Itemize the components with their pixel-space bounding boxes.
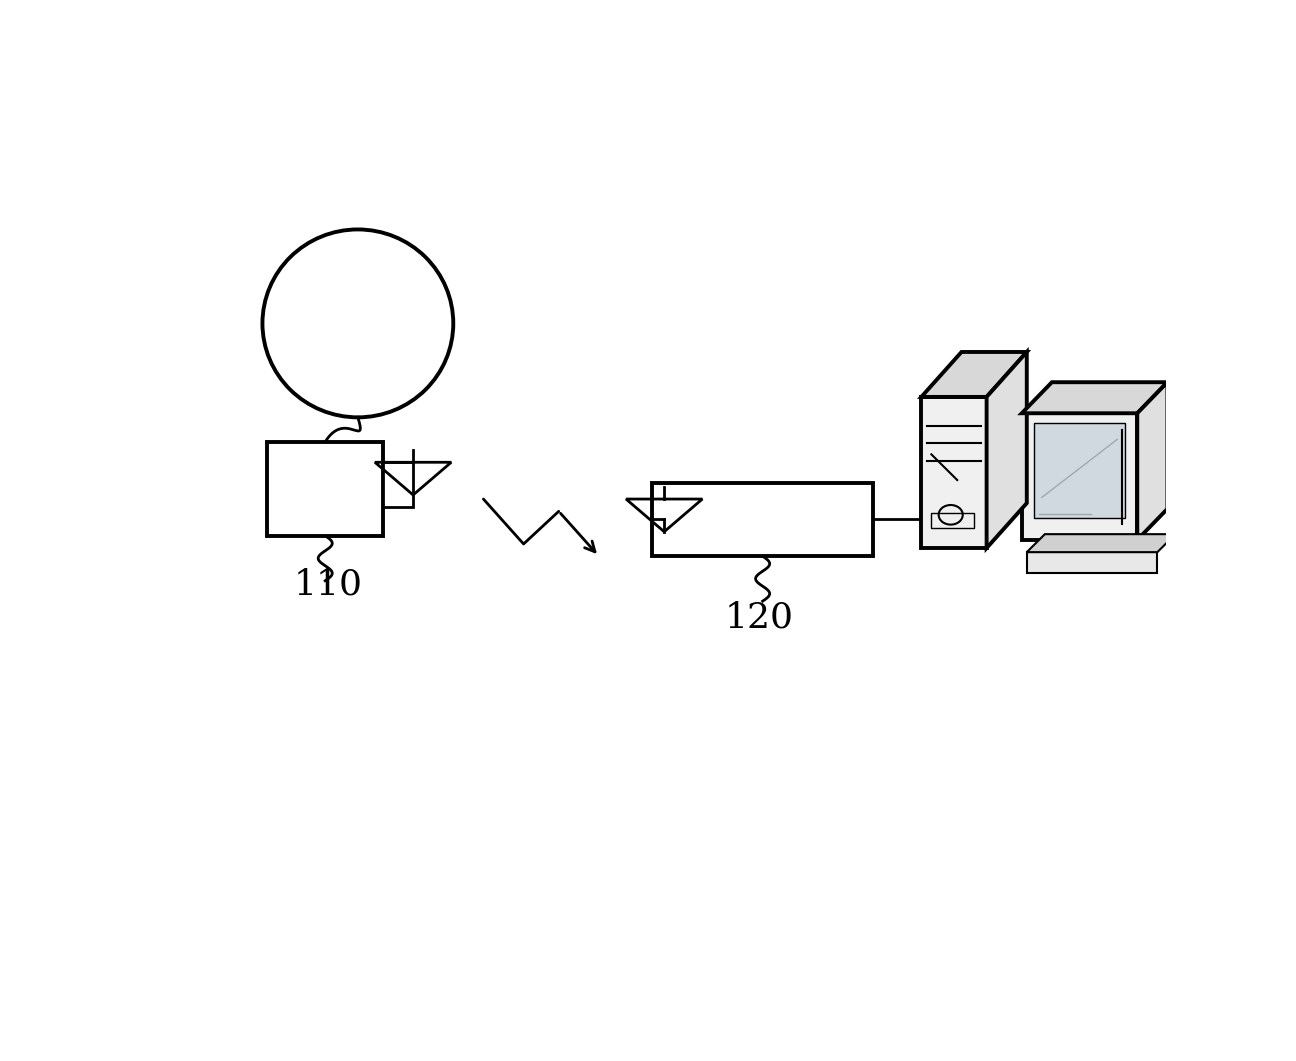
Bar	[931, 512, 973, 527]
Bar	[267, 441, 384, 536]
Text: 120: 120	[726, 601, 794, 634]
Bar	[652, 483, 874, 556]
Polygon shape	[1021, 413, 1138, 540]
Polygon shape	[1138, 382, 1168, 540]
Polygon shape	[1026, 552, 1157, 573]
Bar	[384, 463, 413, 507]
Polygon shape	[921, 352, 1026, 397]
Polygon shape	[1021, 382, 1168, 413]
Polygon shape	[1026, 534, 1175, 552]
Polygon shape	[921, 397, 986, 549]
Polygon shape	[1034, 423, 1125, 518]
Polygon shape	[986, 352, 1026, 549]
Text: 110: 110	[293, 568, 362, 602]
